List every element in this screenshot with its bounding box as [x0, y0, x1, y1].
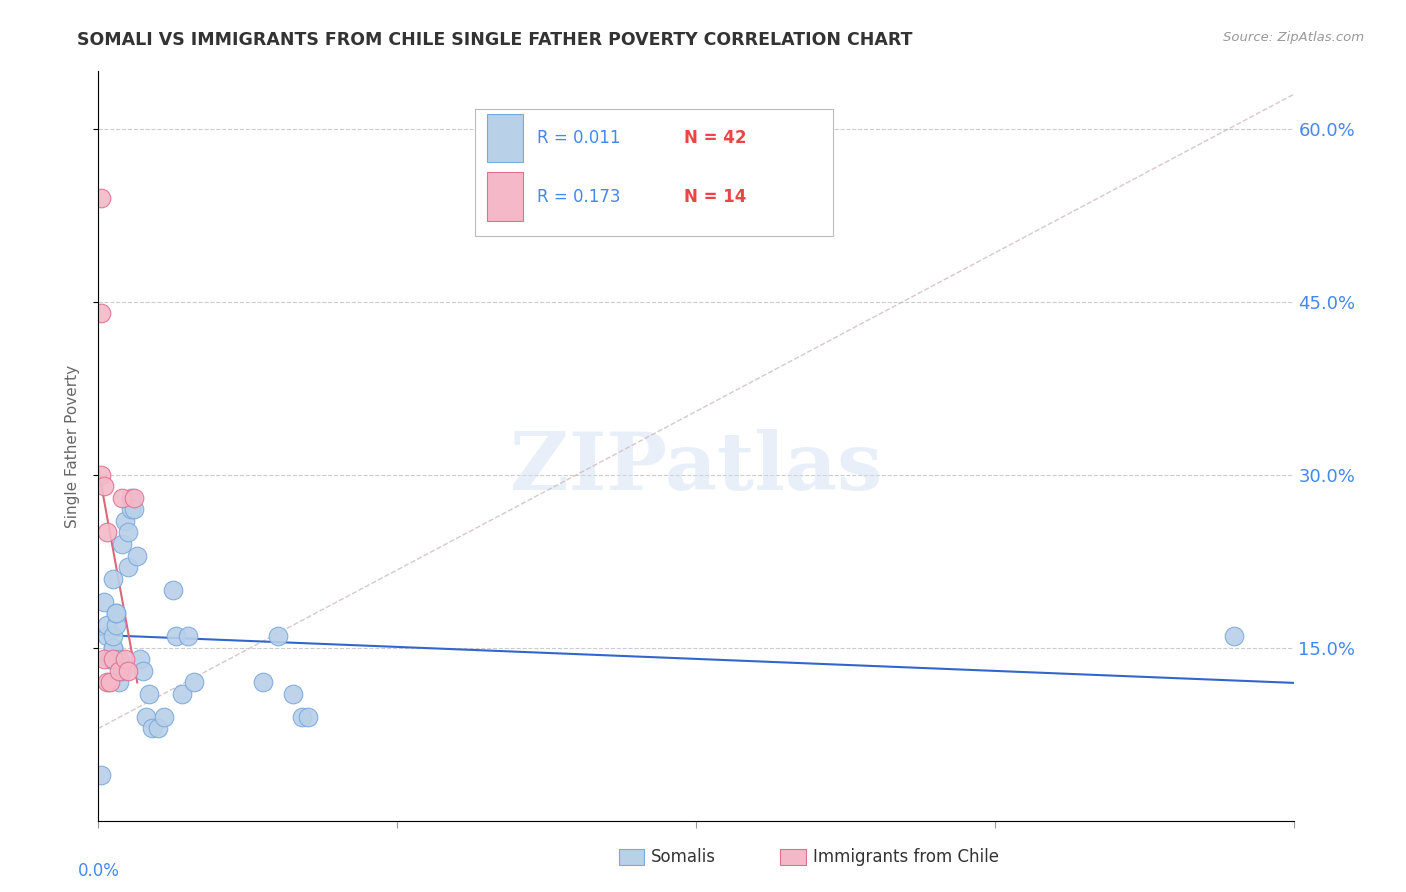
Point [252, 675, 274, 690]
Point [153, 710, 176, 724]
Point [124, 491, 146, 505]
Point [98, 652, 122, 666]
Point [291, 710, 314, 724]
Point [165, 629, 187, 643]
Point [96, 525, 118, 540]
Point [162, 583, 184, 598]
Y-axis label: Single Father Poverty: Single Father Poverty [65, 365, 80, 527]
Point [103, 629, 125, 643]
Text: N = 42: N = 42 [685, 129, 747, 147]
Point [96, 675, 118, 690]
Point [281, 687, 304, 701]
Point [111, 491, 134, 505]
Point [129, 652, 152, 666]
Point [96, 617, 118, 632]
Point [103, 652, 125, 666]
Point [103, 640, 125, 655]
Point [114, 514, 136, 528]
Text: Somalis: Somalis [651, 848, 716, 866]
Point [124, 502, 146, 516]
Point [90, 306, 112, 320]
Point [93, 479, 115, 493]
Point [103, 640, 125, 655]
Point [267, 629, 290, 643]
Point [93, 652, 115, 666]
FancyBboxPatch shape [486, 172, 523, 221]
Point [117, 560, 139, 574]
Text: SOMALI VS IMMIGRANTS FROM CHILE SINGLE FATHER POVERTY CORRELATION CHART: SOMALI VS IMMIGRANTS FROM CHILE SINGLE F… [77, 31, 912, 49]
Point [103, 572, 125, 586]
Point [172, 687, 194, 701]
Point [96, 629, 118, 643]
Point [1223, 629, 1246, 643]
Point [108, 675, 131, 690]
Point [117, 525, 139, 540]
Point [120, 502, 142, 516]
Point [111, 537, 134, 551]
Point [297, 710, 319, 724]
FancyBboxPatch shape [475, 109, 834, 236]
Point [108, 664, 131, 678]
Point [132, 664, 155, 678]
Point [177, 629, 200, 643]
Point [135, 710, 157, 724]
Text: Immigrants from Chile: Immigrants from Chile [813, 848, 998, 866]
Point [120, 491, 142, 505]
Point [114, 652, 136, 666]
Point [127, 549, 149, 563]
Point [111, 664, 134, 678]
Point [183, 675, 205, 690]
FancyBboxPatch shape [486, 113, 523, 162]
Point [98, 675, 122, 690]
Text: ZIPatlas: ZIPatlas [510, 429, 882, 508]
Point [148, 722, 170, 736]
Text: R = 0.011: R = 0.011 [537, 129, 620, 147]
Point [105, 606, 128, 620]
Point [90, 191, 112, 205]
Point [90, 767, 112, 781]
Point [138, 687, 160, 701]
Point [105, 606, 128, 620]
Point [105, 617, 128, 632]
Point [98, 652, 122, 666]
Text: R = 0.173: R = 0.173 [537, 187, 620, 205]
Point [108, 652, 131, 666]
Text: 0.0%: 0.0% [77, 862, 120, 880]
Text: N = 14: N = 14 [685, 187, 747, 205]
Point [117, 664, 139, 678]
Point [90, 467, 112, 482]
Point [93, 594, 115, 608]
Text: Source: ZipAtlas.com: Source: ZipAtlas.com [1223, 31, 1364, 45]
Point [141, 722, 163, 736]
